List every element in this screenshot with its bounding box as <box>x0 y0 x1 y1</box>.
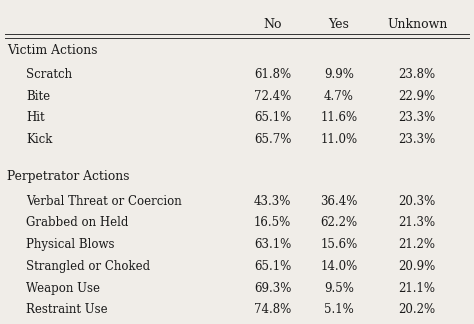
Text: 65.7%: 65.7% <box>254 133 291 146</box>
Text: Hit: Hit <box>26 111 45 124</box>
Text: Verbal Threat or Coercion: Verbal Threat or Coercion <box>26 195 182 208</box>
Text: 65.1%: 65.1% <box>254 111 291 124</box>
Text: 62.2%: 62.2% <box>320 216 357 229</box>
Text: 11.0%: 11.0% <box>320 133 357 146</box>
Text: 9.5%: 9.5% <box>324 282 354 295</box>
Text: 72.4%: 72.4% <box>254 90 291 103</box>
Text: 20.9%: 20.9% <box>399 260 436 273</box>
Text: Strangled or Choked: Strangled or Choked <box>26 260 150 273</box>
Text: Victim Actions: Victim Actions <box>7 44 98 57</box>
Text: Unknown: Unknown <box>387 18 447 31</box>
Text: 15.6%: 15.6% <box>320 238 357 251</box>
Text: 43.3%: 43.3% <box>254 195 291 208</box>
Text: Scratch: Scratch <box>26 68 72 81</box>
Text: 23.8%: 23.8% <box>399 68 436 81</box>
Text: Physical Blows: Physical Blows <box>26 238 115 251</box>
Text: 36.4%: 36.4% <box>320 195 357 208</box>
Text: Bite: Bite <box>26 90 50 103</box>
Text: 9.9%: 9.9% <box>324 68 354 81</box>
Text: Perpetrator Actions: Perpetrator Actions <box>7 170 129 183</box>
Text: Yes: Yes <box>328 18 349 31</box>
Text: 14.0%: 14.0% <box>320 260 357 273</box>
Text: 16.5%: 16.5% <box>254 216 291 229</box>
Text: 74.8%: 74.8% <box>254 303 291 316</box>
Text: 21.3%: 21.3% <box>399 216 436 229</box>
Text: Kick: Kick <box>26 133 53 146</box>
Text: No: No <box>263 18 282 31</box>
Text: 63.1%: 63.1% <box>254 238 291 251</box>
Text: 20.2%: 20.2% <box>399 303 436 316</box>
Text: Grabbed on Held: Grabbed on Held <box>26 216 128 229</box>
Text: 69.3%: 69.3% <box>254 282 291 295</box>
Text: 61.8%: 61.8% <box>254 68 291 81</box>
Text: 23.3%: 23.3% <box>399 111 436 124</box>
Text: 21.2%: 21.2% <box>399 238 436 251</box>
Text: 21.1%: 21.1% <box>399 282 436 295</box>
Text: 20.3%: 20.3% <box>399 195 436 208</box>
Text: 4.7%: 4.7% <box>324 90 354 103</box>
Text: Restraint Use: Restraint Use <box>26 303 108 316</box>
Text: 11.6%: 11.6% <box>320 111 357 124</box>
Text: Weapon Use: Weapon Use <box>26 282 100 295</box>
Text: 22.9%: 22.9% <box>399 90 436 103</box>
Text: 23.3%: 23.3% <box>399 133 436 146</box>
Text: 65.1%: 65.1% <box>254 260 291 273</box>
Text: 5.1%: 5.1% <box>324 303 354 316</box>
